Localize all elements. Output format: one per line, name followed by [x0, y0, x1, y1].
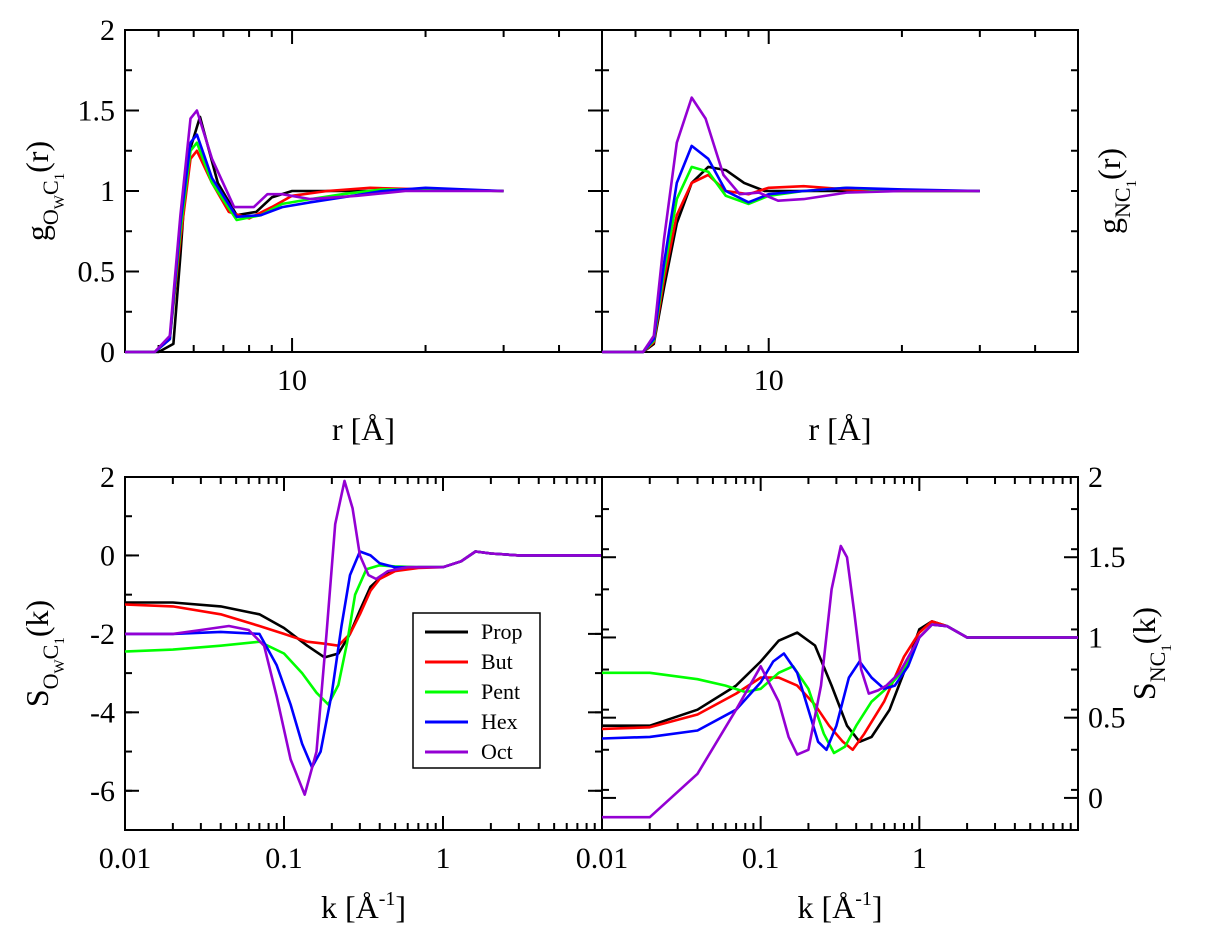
x-axis-label: r [Å] [808, 411, 871, 447]
series-line-oct [125, 479, 602, 796]
series-line-prop [602, 620, 1078, 744]
y-tick-label: 1.5 [78, 95, 116, 128]
x-tick-label: 10 [754, 364, 784, 397]
x-tick-label: 0.01 [99, 842, 152, 875]
x-axis-label: k [Å-1] [321, 888, 406, 925]
x-tick-label: 0.1 [742, 842, 780, 875]
y-tick-label: 0.5 [78, 256, 116, 289]
series-line-oct [125, 109, 504, 354]
y-tick-label: 2 [1088, 461, 1103, 494]
legend-label-but: But [481, 649, 513, 674]
series-line-oct [602, 96, 980, 354]
y-tick-label: 1.5 [1088, 541, 1126, 574]
series-line-oct [602, 544, 1078, 819]
series-line-hex [601, 623, 1078, 752]
x-tick-label: 1 [436, 842, 451, 875]
y-axis-label: SNC1(k) [1126, 607, 1175, 700]
series-line-but [602, 173, 980, 354]
series-line-prop [602, 165, 980, 354]
x-tick-label: 1 [912, 842, 927, 875]
x-tick-label: 0.1 [265, 842, 303, 875]
panel-g-nc1: 10 r [Å] gNC1(r) [601, 29, 1140, 447]
x-tick-label: 0.01 [576, 842, 629, 875]
legend-label-oct: Oct [481, 739, 513, 764]
y-tick-label: -6 [90, 775, 115, 808]
y-tick-label: 0 [100, 539, 115, 572]
y-tick-label: 0 [100, 336, 115, 369]
y-tick-label: -2 [90, 618, 115, 651]
y-tick-label: 0 [1088, 782, 1103, 815]
x-axis-label: k [Å-1] [797, 888, 882, 925]
y-tick-label: 2 [100, 14, 115, 47]
y-tick-label: 1 [100, 175, 115, 208]
panel-s-ow-c1: 0.01 0.1 1 -6 -4 -2 0 2 k [Å-1] SOWC1(k) [19, 461, 603, 925]
y-axis-label: gOWC1(r) [19, 141, 68, 241]
legend-label-pent: Pent [481, 679, 520, 704]
series-line-but [601, 620, 1078, 752]
legend-label-hex: Hex [481, 709, 518, 734]
panel-s-nc1: 0.1 1 0.01 0 0.5 1 1.5 2 k [Å-1] SNC1(k) [576, 461, 1175, 925]
legend-label-prop: Prop [481, 619, 523, 644]
y-tick-label: -4 [90, 696, 115, 729]
x-tick-label: 10 [277, 364, 307, 397]
y-axis-label: gNC1(r) [1091, 148, 1140, 234]
y-tick-label: 2 [100, 461, 115, 494]
x-axis-label: r [Å] [332, 411, 395, 447]
plot-frame [601, 476, 1079, 831]
legend: Prop But Pent Hex Oct [412, 612, 541, 769]
y-axis-label: SOWC1(k) [19, 600, 68, 707]
y-tick-label: 0.5 [1088, 702, 1126, 735]
y-tick-label: 1 [1088, 621, 1103, 654]
panel-g-ow-c1: 10 0 0.5 1 1.5 2 r [Å] gOWC1(r) [19, 14, 603, 447]
